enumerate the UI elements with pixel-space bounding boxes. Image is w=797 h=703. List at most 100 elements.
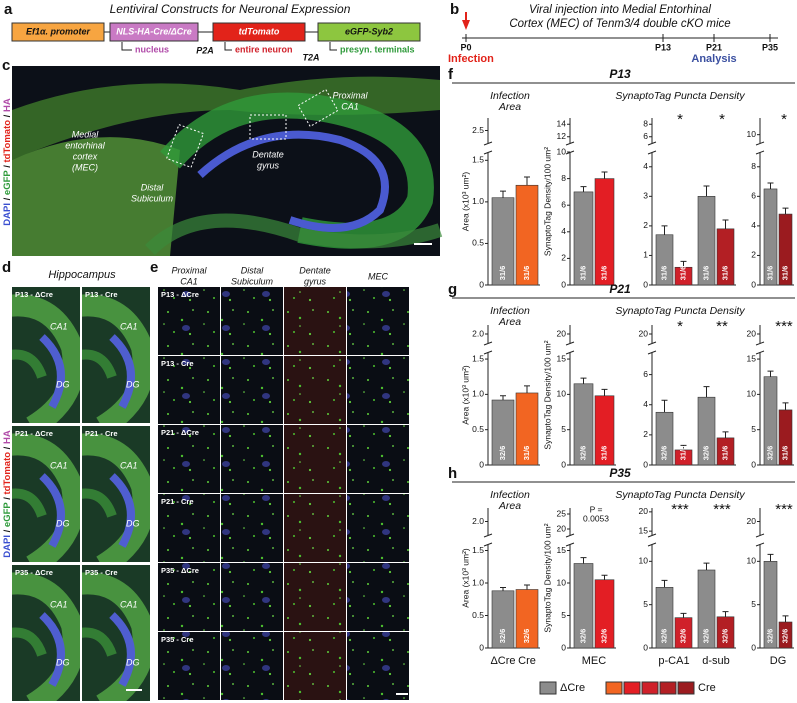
y-tick-label: 0 — [479, 279, 484, 289]
error-bar — [722, 431, 729, 438]
micrograph-tile — [284, 494, 346, 562]
separator: / — [2, 195, 13, 203]
box-label: Ef1α. promoter — [26, 26, 91, 36]
micrograph-tile — [284, 632, 346, 700]
significance: *** — [775, 318, 793, 335]
stain: HA — [2, 430, 13, 444]
y-tick-label: 2 — [643, 220, 648, 230]
y-tick-label: 0 — [751, 279, 756, 289]
target-label: entire neuron — [235, 44, 293, 54]
micrograph-tile — [347, 494, 409, 562]
micrograph-tile — [158, 287, 220, 355]
micrograph-tile — [347, 425, 409, 493]
error-bar — [782, 402, 789, 410]
subtitle: Area — [498, 500, 521, 512]
region-label: entorhinal — [65, 140, 106, 150]
axis-break — [647, 533, 657, 547]
region-label: (MEC) — [72, 162, 98, 172]
x-tick-label: p-CA1 — [658, 655, 689, 667]
y-tick-label: 0.5 — [472, 610, 484, 620]
arrow — [121, 42, 132, 51]
tile-label: P21 - Cre — [85, 429, 118, 438]
x-tick-label: Cre — [518, 655, 536, 667]
x-tick-label: DG — [770, 655, 787, 667]
tissue — [145, 213, 443, 256]
stain: tdTomato — [2, 120, 13, 163]
region-label: gyrus — [257, 160, 280, 170]
significance: *** — [713, 501, 731, 518]
y-tick-label: 1.0 — [472, 577, 484, 587]
roi-box — [297, 88, 339, 128]
target-label: presyn. terminals — [340, 44, 415, 54]
n-label: 32/6 — [765, 446, 774, 461]
micrograph-tile — [347, 632, 409, 700]
region-label: DG — [126, 379, 140, 389]
y-tick-label: 8 — [561, 173, 566, 183]
tile-label: P13 - ΔCre — [15, 290, 53, 299]
region-label: Medial — [72, 129, 100, 139]
panel-label: g — [448, 281, 457, 298]
column-header: CA1 — [180, 276, 198, 286]
n-label: 31/6 — [780, 446, 789, 461]
region-label: Proximal — [332, 90, 368, 100]
y-tick-label: 5 — [751, 424, 756, 434]
n-label: 32/6 — [498, 629, 507, 644]
legend: ΔCre Cre — [539, 681, 716, 695]
n-label: 31/6 — [599, 266, 608, 281]
region-label: CA1 — [120, 321, 138, 331]
y-tick-label: 2.5 — [472, 125, 484, 135]
significance: 0.0053 — [583, 513, 609, 523]
y-axis-label: SynaptoTag Density/100 um² — [542, 523, 552, 632]
micrograph-tile — [158, 356, 220, 424]
region-label: Subiculum — [131, 193, 174, 203]
y-tick-label: 4 — [643, 399, 648, 409]
region-label: CA1 — [341, 101, 359, 111]
axis-break — [483, 533, 493, 547]
subtitle: SynaptoTag Puncta Density — [615, 90, 745, 102]
error-bar — [680, 260, 687, 268]
separator: / — [2, 495, 13, 503]
panel-label: a — [4, 1, 13, 18]
panel-label: h — [448, 465, 457, 482]
legend-swatch — [623, 681, 641, 695]
y-tick-label: 15 — [747, 353, 757, 363]
y-tick-label: 6 — [643, 369, 648, 379]
region-label: CA1 — [120, 599, 138, 609]
n-label: 31/6 — [522, 266, 531, 281]
box-label: tdTomato — [239, 26, 280, 36]
micrograph-tile — [2, 426, 80, 566]
region-label: DG — [56, 657, 70, 667]
tdtomato-box — [212, 22, 306, 42]
subtitle: Area — [498, 101, 521, 113]
error-bar — [703, 185, 710, 197]
tile-label: P13 - ΔCre — [161, 290, 199, 299]
y-tick-label: 20 — [747, 328, 757, 338]
y-tick-label: 4 — [643, 161, 648, 171]
subtitle: Infection — [490, 90, 530, 102]
n-label: 31/6 — [701, 266, 710, 281]
axis-break — [755, 533, 765, 547]
y-tick-label: 1.5 — [472, 353, 484, 363]
micrograph-tile — [158, 425, 220, 493]
y-tick-label: 10 — [557, 577, 567, 587]
y-tick-label: 4 — [751, 220, 756, 230]
y-tick-label: 15 — [557, 545, 567, 555]
y-tick-label: 0.5 — [472, 238, 484, 248]
axis-break — [483, 341, 493, 355]
panel-title: Viral injection into Medial Entorhinal — [529, 4, 711, 16]
y-tick-label: 20 — [639, 328, 649, 338]
error-bar — [580, 377, 587, 384]
tissue — [12, 137, 180, 256]
panel-title: Hippocampus — [48, 269, 116, 281]
panel-title: Cortex (MEC) of Tenm3/4 double cKO mice — [509, 18, 730, 30]
stain: eGFP — [2, 502, 13, 527]
column-header: gyrus — [304, 276, 327, 286]
axis-break — [647, 341, 657, 355]
y-tick-label: 0 — [561, 279, 566, 289]
panel-title: Lentiviral Constructs for Neuronal Expre… — [110, 2, 351, 16]
stain: tdTomato — [2, 452, 13, 495]
y-tick-label: 10 — [639, 556, 649, 566]
subtitle: Area — [498, 316, 521, 328]
tile-label: P21 - ΔCre — [161, 428, 199, 437]
